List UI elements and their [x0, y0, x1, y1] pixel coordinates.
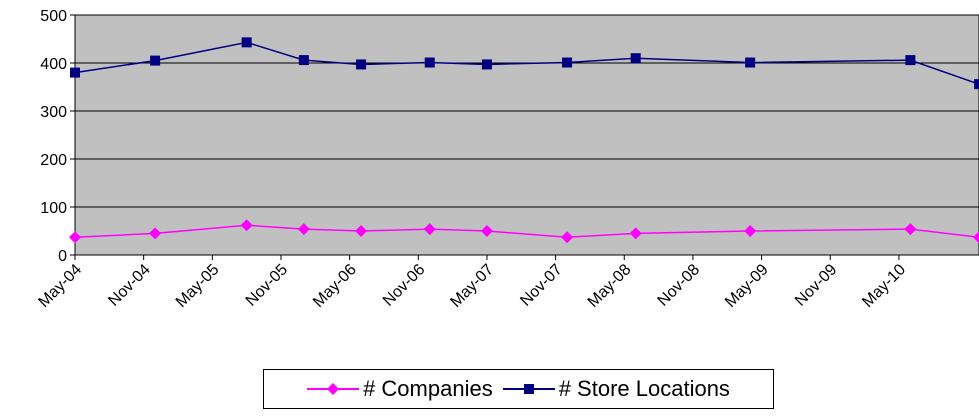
data-point-square [481, 59, 492, 70]
x-tick-label: May-06 [310, 261, 360, 311]
y-tick-label: 500 [40, 8, 67, 25]
data-point-diamond [480, 225, 493, 237]
x-tick-label: Nov-08 [655, 261, 704, 310]
legend: # Companies # Store Locations [263, 369, 774, 409]
data-point-diamond [355, 225, 368, 237]
data-point-diamond [904, 223, 917, 236]
x-tick-label: May-05 [173, 261, 223, 311]
series-line [74, 224, 979, 238]
data-point-square [562, 57, 573, 68]
y-axis-ticks: 0 100 200 300 400 500 [40, 8, 75, 265]
data-point-diamond [149, 227, 162, 240]
x-tick-label: Nov-05 [243, 261, 292, 310]
data-point-square [630, 53, 641, 64]
legend-item-store-locations: # Store Locations [502, 376, 730, 402]
data-point-diamond [744, 225, 757, 237]
x-axis-ticks: May-04 Nov-04 May-05 Nov-05 May-06 Nov-06 May-… [35, 255, 909, 311]
data-point-square [905, 55, 916, 66]
data-point-diamond [297, 223, 310, 236]
series-store-locations [70, 37, 979, 90]
data-point-square [424, 57, 435, 68]
data-point-square [745, 57, 756, 68]
x-tick-label: May-10 [859, 261, 909, 311]
series-companies [69, 219, 979, 244]
legend-label-store-locations: # Store Locations [558, 376, 730, 401]
data-point-square [298, 55, 309, 66]
series-line [74, 41, 979, 85]
series-group [69, 37, 979, 244]
data-point-square [356, 59, 367, 70]
data-point-square [150, 55, 161, 66]
legend-label-companies: # Companies [363, 376, 493, 401]
y-tick-label: 400 [40, 56, 67, 73]
x-tick-label: May-08 [585, 261, 635, 311]
y-tick-label: 300 [40, 104, 67, 121]
plot-area [74, 14, 979, 256]
y-tick-label: 0 [58, 248, 67, 265]
x-tick-label: May-04 [35, 261, 85, 311]
diamond-marker-icon [307, 383, 360, 395]
data-point-square [974, 79, 979, 90]
x-tick-label: Nov-04 [105, 261, 154, 310]
x-tick-label: Nov-06 [380, 261, 429, 310]
x-tick-label: May-09 [722, 261, 772, 311]
x-tick-label: Nov-07 [517, 261, 566, 310]
data-point-diamond [240, 219, 253, 232]
data-point-diamond [973, 231, 979, 244]
legend-item-companies: # Companies [307, 376, 493, 402]
y-tick-label: 100 [40, 200, 67, 217]
data-point-diamond [561, 231, 574, 244]
data-point-diamond [423, 223, 436, 236]
axes [74, 15, 979, 256]
data-point-diamond [69, 231, 81, 244]
x-tick-label: Nov-09 [792, 261, 841, 310]
square-marker-icon [502, 384, 555, 394]
data-point-square [241, 37, 252, 48]
x-tick-label: May-07 [447, 261, 497, 311]
data-point-square [70, 67, 80, 78]
data-point-diamond [629, 227, 642, 240]
y-tick-label: 200 [40, 152, 67, 169]
